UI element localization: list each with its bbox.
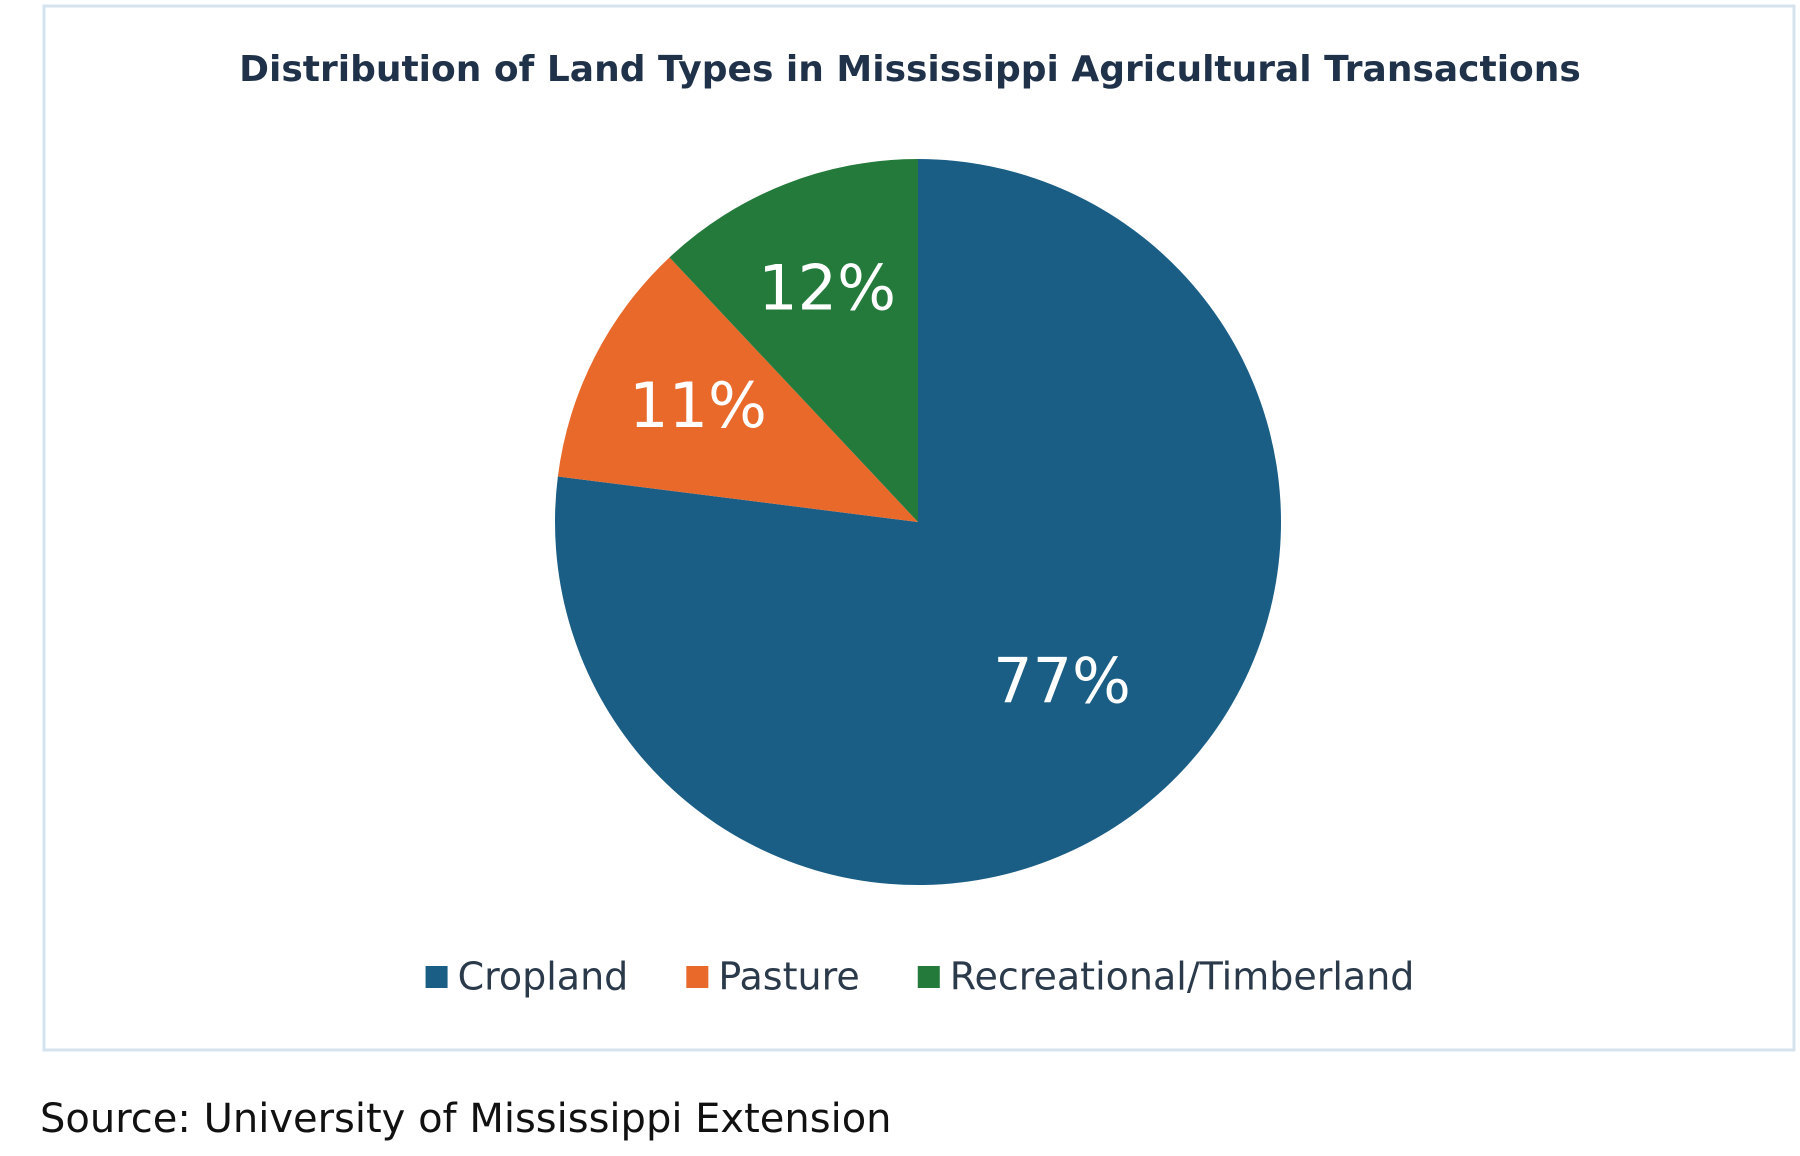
data-label: 11%	[629, 369, 767, 442]
data-label: 77%	[993, 644, 1131, 717]
legend-label: Cropland	[458, 955, 629, 999]
data-label: 12%	[758, 252, 896, 325]
legend: Cropland Pasture Recreational/Timberland	[425, 955, 1415, 999]
legend-label: Recreational/Timberland	[950, 955, 1415, 999]
legend-swatch	[686, 966, 709, 988]
legend-label: Pasture	[718, 955, 859, 999]
pie-slice	[557, 257, 918, 522]
pie: 77% 11% 12%	[555, 159, 1281, 885]
chart-title: Distribution of Land Types in Mississipp…	[239, 49, 1581, 90]
pie-slice	[669, 159, 918, 522]
legend-swatch	[425, 966, 448, 988]
source-note: Source: University of Mississippi Extens…	[40, 1096, 892, 1142]
legend-swatch	[917, 966, 940, 988]
